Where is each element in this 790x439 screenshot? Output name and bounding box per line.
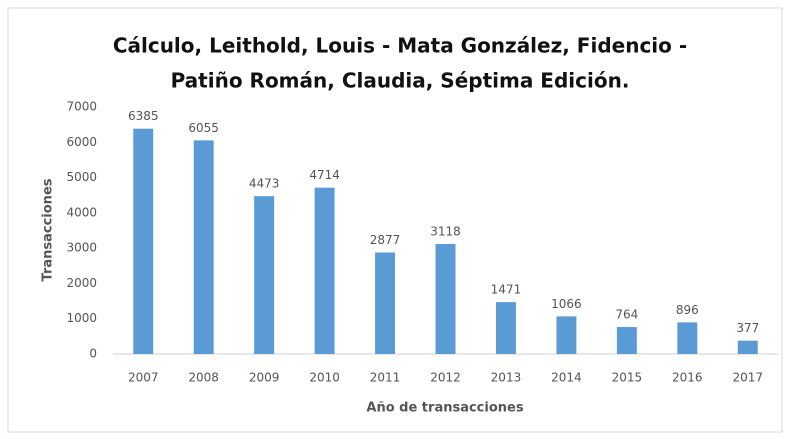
bar [677,322,698,354]
x-tick-label: 2013 [491,371,522,385]
data-label: 764 [615,308,638,322]
data-label: 1066 [551,297,582,311]
x-tick-label: 2010 [309,371,340,385]
data-label: 6385 [128,109,159,123]
bar [254,196,275,354]
y-tick-label: 7000 [66,100,97,114]
data-label: 2877 [370,233,401,247]
x-tick-label: 2017 [732,371,763,385]
y-tick-label: 0 [89,347,97,361]
x-tick-label: 2015 [612,371,643,385]
data-label: 4473 [249,177,280,191]
bar [616,327,637,354]
data-label: 1471 [491,283,522,297]
x-tick-label: 2007 [128,371,159,385]
bar [193,140,214,354]
bar [375,252,396,354]
x-tick-label: 2011 [370,371,401,385]
data-label: 377 [736,321,759,335]
data-label: 3118 [430,224,461,238]
x-tick-label: 2012 [430,371,461,385]
x-tick-label: 2014 [551,371,582,385]
y-tick-label: 6000 [66,135,97,149]
bar [556,316,577,354]
bar [435,243,456,354]
x-tick-label: 2016 [672,371,703,385]
x-tick-label: 2009 [249,371,280,385]
y-tick-label: 2000 [66,276,97,290]
bar [495,302,516,354]
x-tick-label: 2008 [188,371,219,385]
y-tick-label: 5000 [66,170,97,184]
x-axis-title: Año de transacciones [366,401,523,416]
y-tick-label: 1000 [66,311,97,325]
chart-title: Cálculo, Leithold, Louis - Mata González… [113,34,687,58]
bar [133,128,154,354]
data-label: 6055 [188,121,219,135]
chart-title: Patiño Román, Claudia, Séptima Edición. [171,69,630,93]
bar [314,187,335,354]
y-axis-title: Transacciones [41,178,56,281]
data-label: 896 [676,303,699,317]
y-tick-label: 4000 [66,205,97,219]
y-tick-label: 3000 [66,241,97,255]
data-label: 4714 [309,168,340,182]
bar [737,340,758,354]
